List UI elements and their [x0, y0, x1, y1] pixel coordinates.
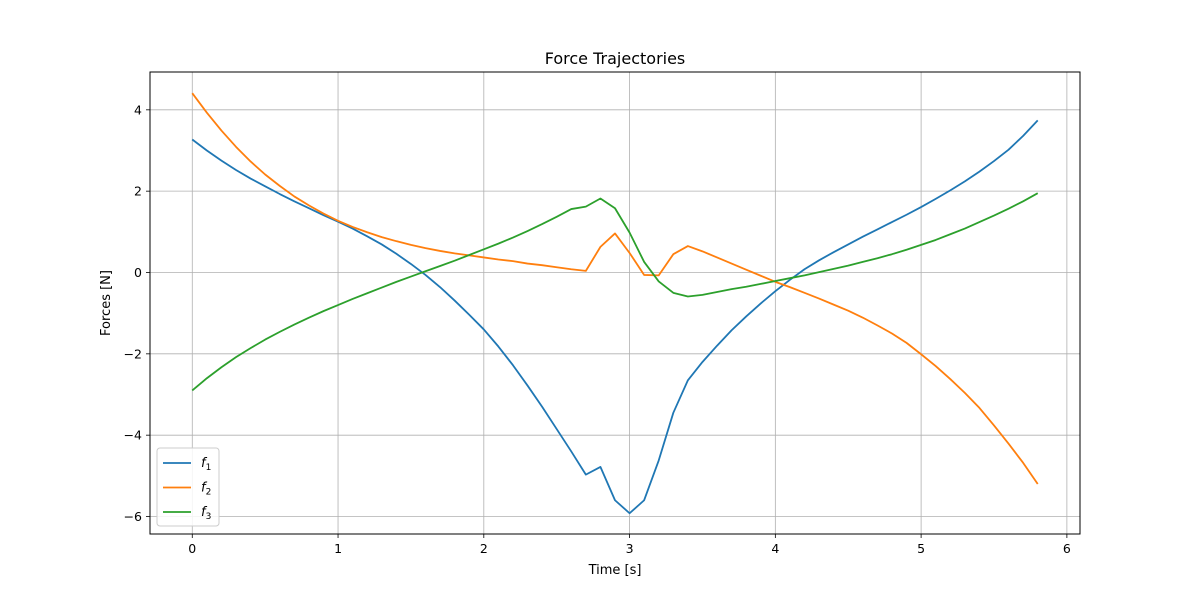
legend-entry: f3	[201, 505, 211, 522]
plot-frame	[149, 71, 1081, 535]
grid	[150, 72, 1080, 534]
y-axis: −6 −4 −2 0 2 4	[124, 102, 150, 524]
legend-entry-subscript: 3	[206, 512, 212, 522]
y-tick-label: −4	[124, 428, 142, 443]
x-axis: 0 1 2 3 4 5 6	[188, 534, 1071, 556]
x-tick-label: 2	[480, 541, 488, 556]
y-tick-label: −6	[124, 509, 142, 524]
legend-entry-name: f	[201, 456, 208, 471]
series-line-f1	[191, 119, 1039, 515]
y-tick-label: 0	[134, 265, 142, 280]
chart-title: Force Trajectories	[545, 49, 686, 68]
legend-entry: f2	[201, 481, 211, 498]
x-axis-label: Time [s]	[588, 563, 642, 578]
series-line-f3	[191, 192, 1039, 392]
y-axis-label: Forces [N]	[99, 270, 114, 336]
y-tick-label: −2	[124, 346, 142, 361]
legend-entry-name: f	[201, 505, 208, 520]
series-lines	[191, 92, 1039, 515]
x-tick-label: 5	[917, 541, 925, 556]
legend-entry-subscript: 2	[206, 488, 212, 498]
legend-entry-subscript: 1	[206, 463, 212, 473]
x-tick-label: 0	[188, 541, 196, 556]
x-tick-label: 3	[626, 541, 634, 556]
y-tick-label: 2	[134, 184, 142, 199]
legend-entry: f1	[201, 456, 211, 473]
x-tick-label: 6	[1063, 541, 1071, 556]
legend-entry-name: f	[201, 481, 208, 496]
y-tick-label: 4	[134, 102, 142, 117]
x-tick-label: 1	[334, 541, 342, 556]
series-line-f2	[191, 92, 1039, 485]
x-tick-label: 4	[771, 541, 779, 556]
